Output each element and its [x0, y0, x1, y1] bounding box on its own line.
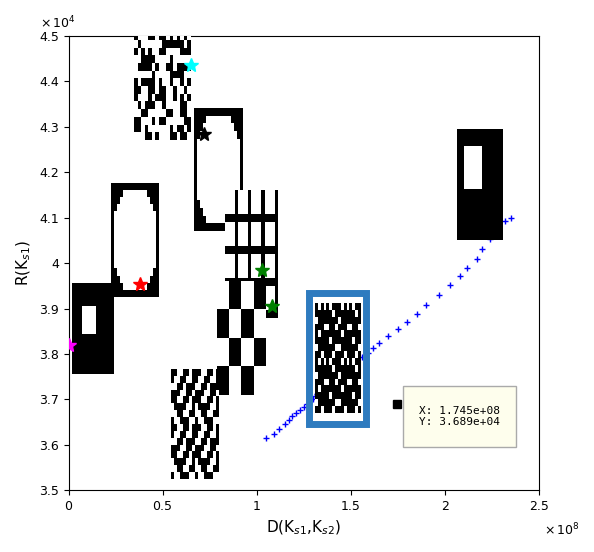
Text: X: 1.745e+08
Y: 3.689e+04: X: 1.745e+08 Y: 3.689e+04 [419, 406, 500, 427]
Bar [309, 293, 366, 424]
Text: $\times\,10^{8}$: $\times\,10^{8}$ [544, 522, 579, 539]
FancyBboxPatch shape [403, 386, 516, 447]
Y-axis label: R(K$_{s1}$): R(K$_{s1}$) [15, 240, 33, 286]
X-axis label: D(K$_{s1}$,K$_{s2}$): D(K$_{s1}$,K$_{s2}$) [266, 518, 341, 537]
Text: $\times\,10^{4}$: $\times\,10^{4}$ [40, 15, 76, 31]
